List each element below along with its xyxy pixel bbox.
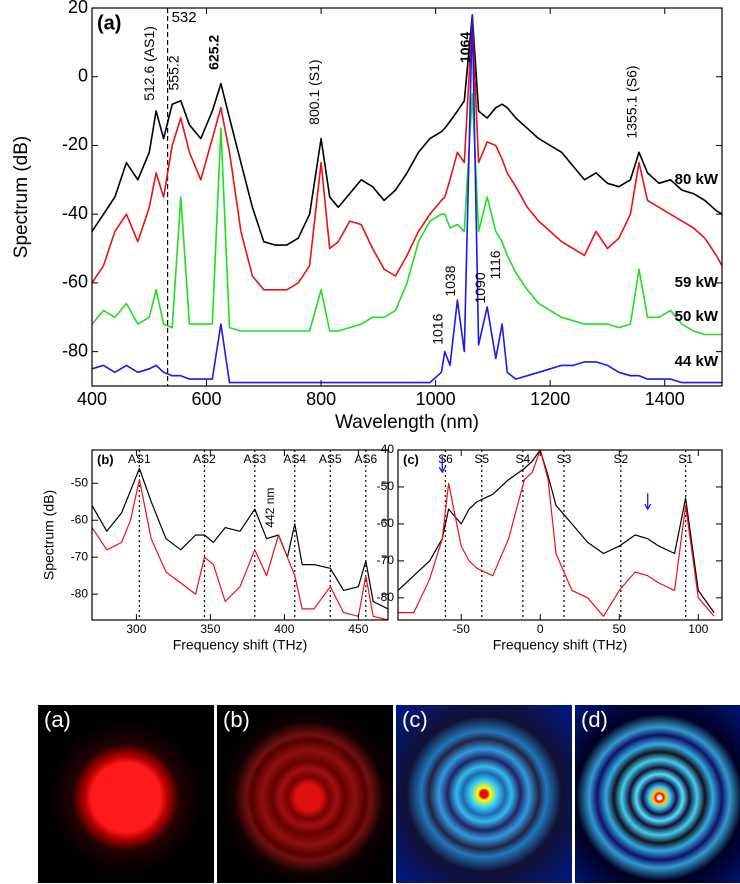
marker-label: AS2: [193, 452, 216, 466]
panel-label: (b): [97, 452, 114, 467]
y-tick-label: -80: [71, 586, 89, 600]
marker-label: S5: [474, 452, 489, 466]
image-label: (d): [581, 707, 608, 732]
annotation: 1116: [487, 250, 503, 279]
x-tick-label: 1000: [416, 389, 456, 409]
y-tick-label: -70: [71, 549, 89, 563]
panel-label: (c): [403, 452, 419, 467]
y-axis-label: Spectrum (dB): [41, 490, 57, 580]
x-tick-label: 0: [537, 622, 544, 636]
annotation: 1064: [457, 32, 473, 63]
beam-image: (a): [38, 705, 214, 883]
beam-image: (c): [396, 705, 572, 883]
marker-label: AS6: [354, 452, 377, 466]
series-line: [91, 14, 723, 246]
annotation: 1355.1 (S6): [624, 65, 640, 138]
y-tick-label: -50: [377, 479, 395, 493]
series-line: [91, 93, 722, 336]
legend-label: 80 kW: [675, 171, 719, 188]
y-tick-label: 0: [78, 65, 88, 85]
x-tick-label: 400: [77, 389, 107, 409]
marker-label: AS5: [319, 452, 342, 466]
marker-label: S2: [614, 452, 629, 466]
y-tick-label: -80: [62, 340, 88, 360]
annotation: 555.2: [166, 55, 182, 90]
annotation: 512.6 (AS1): [141, 26, 157, 101]
marker-label: S3: [557, 452, 572, 466]
annotation: 800.1 (S1): [306, 59, 322, 124]
image-label: (b): [223, 707, 250, 732]
x-tick-label: 300: [126, 622, 146, 636]
series-line: [91, 14, 722, 384]
annotation: 1016: [430, 313, 446, 344]
x-tick-label: -50: [453, 622, 471, 636]
x-tick-label: 800: [306, 389, 336, 409]
marker-label: AS3: [243, 452, 266, 466]
y-tick-label: -70: [377, 553, 395, 567]
marker-label: AS1: [128, 452, 151, 466]
x-tick-label: 100: [688, 622, 708, 636]
x-tick-label: 50: [613, 622, 627, 636]
plot-frame: [91, 7, 723, 387]
series-line: [91, 17, 723, 291]
x-tick-label: 600: [192, 389, 222, 409]
series-line: [91, 467, 389, 610]
x-axis-label: Frequency shift (THz): [173, 637, 308, 653]
y-tick-label: 20: [68, 0, 88, 17]
annotation: 625.2: [206, 35, 222, 70]
marker-label: S4: [516, 452, 531, 466]
beam-image: (d): [575, 705, 740, 883]
y-tick-label: -40: [62, 203, 88, 223]
marker-label: 532: [172, 9, 197, 26]
y-tick-label: -50: [71, 475, 89, 489]
x-tick-label: 450: [348, 622, 368, 636]
series-line: [398, 449, 715, 617]
legend-label: 44 kW: [675, 353, 719, 370]
x-tick-label: 400: [274, 622, 294, 636]
x-tick-label: 350: [200, 622, 220, 636]
annotation: 1038: [442, 265, 458, 296]
panel-label: (a): [97, 12, 121, 34]
y-axis-label: Spectrum (dB): [11, 136, 32, 258]
marker-label: S1: [678, 452, 693, 466]
image-label: (a): [44, 707, 71, 732]
legend-label: 50 kW: [675, 308, 719, 325]
x-axis-label: Wavelength (nm): [335, 412, 479, 433]
y-tick-label: -20: [62, 134, 88, 154]
x-axis-label: Frequency shift (THz): [493, 637, 628, 653]
beam-image: (b): [217, 705, 393, 883]
marker-label: S6: [438, 452, 453, 466]
legend-label: 59 kW: [675, 274, 719, 291]
y-tick-label: -40: [377, 442, 395, 456]
plot-frame: [397, 449, 723, 621]
y-tick-label: -60: [71, 512, 89, 526]
x-tick-label: 1400: [645, 389, 685, 409]
marker-label: AS4: [283, 452, 306, 466]
series-line: [91, 479, 389, 621]
y-tick-label: -80: [377, 590, 395, 604]
annotation: 442 nm: [263, 488, 277, 528]
arrow: [438, 456, 446, 474]
x-tick-label: 1200: [530, 389, 570, 409]
image-label: (c): [402, 707, 428, 732]
plot-frame: [91, 449, 389, 621]
charts: 532 80 kW 59 kW 50 kW 44 kW 512.6 (AS1) 555.2 6…: [11, 0, 723, 653]
annotation: 1090: [472, 272, 488, 303]
arrow: [644, 493, 652, 511]
y-tick-label: -60: [62, 272, 88, 292]
y-tick-label: -60: [377, 516, 395, 530]
